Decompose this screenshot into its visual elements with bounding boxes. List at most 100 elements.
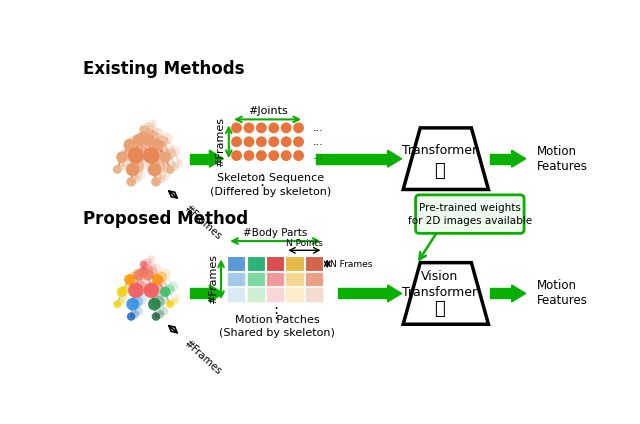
Bar — [246, 287, 265, 301]
Polygon shape — [403, 262, 488, 324]
Polygon shape — [338, 288, 388, 298]
Point — [146, 263, 156, 270]
Circle shape — [256, 150, 267, 161]
Point — [134, 137, 144, 144]
Text: #Frames: #Frames — [182, 204, 223, 242]
Point — [151, 149, 161, 156]
Point — [120, 286, 131, 293]
Point — [143, 271, 154, 278]
Point — [129, 138, 140, 145]
Point — [149, 166, 159, 173]
Point — [148, 128, 158, 134]
Point — [126, 313, 136, 320]
Point — [138, 261, 148, 268]
Point — [116, 163, 127, 170]
Circle shape — [256, 137, 267, 147]
Point — [164, 301, 175, 307]
Bar — [285, 287, 303, 301]
Point — [143, 131, 154, 137]
Text: 🔥: 🔥 — [434, 162, 445, 180]
Point — [142, 266, 152, 273]
Point — [155, 311, 165, 318]
Circle shape — [281, 137, 292, 147]
Text: Transformer: Transformer — [402, 145, 477, 157]
Bar — [246, 272, 265, 286]
Point — [162, 135, 172, 142]
FancyBboxPatch shape — [415, 195, 524, 233]
Point — [134, 271, 144, 278]
Point — [134, 285, 145, 291]
Circle shape — [231, 150, 242, 161]
Text: Skeleton Sequence
(Differed by skeleton): Skeleton Sequence (Differed by skeleton) — [211, 173, 332, 196]
Point — [116, 288, 127, 295]
Polygon shape — [209, 285, 223, 302]
Point — [129, 274, 139, 281]
Bar — [285, 272, 303, 286]
Text: #Joints: #Joints — [248, 106, 287, 116]
Point — [146, 255, 156, 262]
Point — [147, 269, 157, 276]
Point — [151, 179, 161, 185]
Point — [138, 268, 148, 275]
Point — [168, 283, 178, 290]
Point — [126, 148, 136, 154]
Text: #Frames: #Frames — [215, 117, 225, 167]
Point — [138, 269, 148, 276]
Polygon shape — [490, 288, 511, 298]
Point — [131, 298, 141, 305]
Circle shape — [244, 137, 254, 147]
Point — [146, 287, 156, 294]
Point — [152, 142, 163, 148]
Bar — [266, 287, 284, 301]
Point — [141, 266, 152, 273]
Point — [138, 134, 148, 140]
Circle shape — [244, 123, 254, 133]
Point — [122, 160, 132, 167]
Text: Motion Patches
(Shared by skeleton): Motion Patches (Shared by skeleton) — [220, 315, 335, 338]
Point — [159, 160, 169, 167]
Text: 🔥: 🔥 — [434, 300, 445, 318]
Text: Vision
Transformer: Vision Transformer — [402, 270, 477, 298]
Point — [164, 151, 175, 157]
Polygon shape — [209, 150, 223, 167]
Circle shape — [244, 150, 254, 161]
Bar — [266, 272, 284, 286]
Point — [132, 271, 143, 278]
Point — [122, 151, 132, 157]
Point — [159, 308, 169, 315]
Text: Motion
Features: Motion Features — [536, 145, 588, 173]
Text: Proposed Method: Proposed Method — [83, 210, 248, 228]
Point — [112, 301, 122, 307]
Point — [154, 282, 164, 288]
Bar — [227, 272, 246, 286]
Point — [173, 296, 183, 302]
Point — [150, 285, 160, 291]
Bar — [246, 257, 265, 271]
Point — [143, 137, 154, 144]
Point — [170, 163, 180, 170]
Point — [160, 172, 170, 179]
Point — [127, 301, 138, 307]
Bar — [227, 257, 246, 271]
Polygon shape — [490, 153, 511, 164]
Point — [174, 160, 184, 167]
Point — [131, 287, 141, 294]
Circle shape — [281, 150, 292, 161]
Bar — [305, 257, 323, 271]
Point — [148, 120, 158, 127]
Point — [151, 313, 161, 320]
Point — [151, 266, 161, 273]
Circle shape — [256, 123, 267, 133]
Point — [160, 154, 170, 161]
Point — [131, 152, 141, 159]
Bar — [266, 257, 284, 271]
Text: ⋮: ⋮ — [253, 173, 269, 187]
Text: Motion
Features: Motion Features — [536, 279, 588, 307]
Text: #Frames: #Frames — [182, 338, 223, 377]
Point — [120, 296, 130, 302]
Point — [124, 283, 135, 290]
Polygon shape — [316, 153, 388, 164]
Point — [131, 175, 141, 182]
Text: #Body Parts: #Body Parts — [243, 228, 307, 238]
Text: Existing Methods: Existing Methods — [83, 60, 244, 78]
